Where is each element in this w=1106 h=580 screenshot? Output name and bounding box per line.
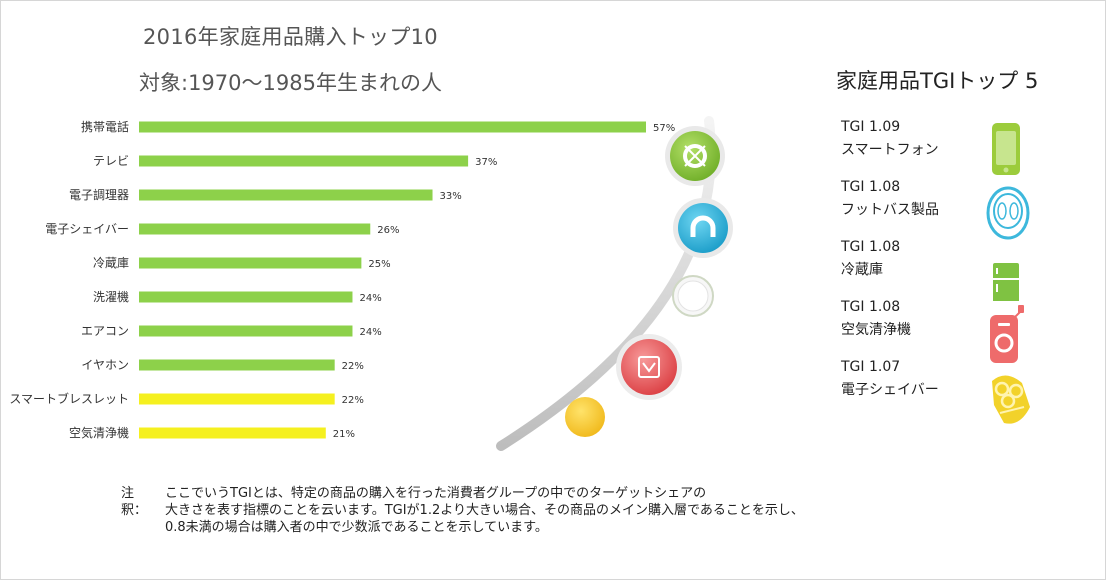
- value-label: 22%: [342, 361, 364, 372]
- bar: [139, 189, 433, 201]
- value-label: 21%: [333, 429, 355, 440]
- bar: [139, 257, 362, 269]
- category-label: エアコン: [81, 324, 129, 338]
- smartphone-icon: [992, 123, 1020, 175]
- value-label: 24%: [359, 293, 381, 304]
- value-label: 57%: [653, 123, 675, 134]
- tgi-value: TGI 1.08: [841, 179, 901, 195]
- category-label: イヤホン: [81, 358, 129, 372]
- category-label: 洗濯機: [93, 289, 129, 304]
- footbath-icon: [986, 186, 1030, 240]
- magnet-icon: [673, 198, 733, 258]
- value-label: 37%: [475, 157, 497, 168]
- bar: [139, 427, 326, 439]
- tgi-item-smartphone: TGI 1.09 スマートフォン: [841, 119, 1091, 175]
- tgi-item-footbath: TGI 1.08 フットバス製品: [841, 179, 1091, 240]
- value-label: 26%: [377, 225, 399, 236]
- chart-title: 2016年家庭用品購入トップ10: [143, 25, 438, 49]
- tgi-item-refrigerator: TGI 1.08 冷蔵庫: [841, 239, 1091, 301]
- bar: [139, 223, 371, 235]
- bar: [139, 325, 353, 337]
- bar: [139, 121, 646, 133]
- value-label: 22%: [342, 395, 364, 406]
- category-label: 携帯電話: [81, 119, 129, 134]
- tgi-value: TGI 1.09: [841, 119, 901, 135]
- tgi-item-shaver: TGI 1.07 電子シェイバー: [841, 359, 1091, 424]
- bar: [139, 291, 353, 303]
- bar: [139, 155, 469, 167]
- category-label: 電子調理器: [69, 188, 129, 202]
- footnote-prefix: 注釈：: [121, 486, 148, 518]
- category-label: スマートブレスレット: [9, 391, 129, 406]
- bar: [139, 393, 335, 405]
- value-label: 25%: [368, 259, 390, 270]
- tgi-name: スマートフォン: [841, 142, 939, 158]
- category-label: テレビ: [93, 154, 129, 168]
- refrigerator-icon: [993, 263, 1019, 301]
- tgi-value: TGI 1.08: [841, 239, 901, 255]
- decorative-arc: [496, 116, 733, 451]
- tgi-name: 冷蔵庫: [841, 262, 883, 278]
- category-label: 空気清浄機: [69, 425, 129, 440]
- shaver-icon: [992, 375, 1030, 424]
- footnote-line-1: ここでいうTGIとは、特定の商品の購入を行った消費者グループの中でのターゲットシ…: [165, 486, 707, 501]
- footnote-line-3: 0.8未満の場合は購入者の中で少数派であることを示しています。: [165, 520, 548, 535]
- tgi-item-air-purifier: TGI 1.08 空気清浄機: [841, 299, 1091, 363]
- shopping-bag-icon: [616, 334, 682, 400]
- tgi-value: TGI 1.07: [841, 359, 901, 375]
- category-label: 電子シェイバー: [45, 222, 129, 236]
- lifebuoy-icon: [665, 126, 725, 186]
- air-purifier-icon: [990, 305, 1024, 363]
- tgi-name: 空気清浄機: [841, 322, 911, 338]
- bar: [139, 359, 335, 371]
- tgi-name: フットバス製品: [841, 202, 939, 218]
- tgi-title: 家庭用品TGIトップ 5: [836, 69, 1039, 93]
- tgi-name: 電子シェイバー: [841, 382, 939, 398]
- footnote-line-2: 大きさを表す指標のことを云います。TGIが1.2より大きい場合、その商品のメイン…: [165, 503, 804, 518]
- bar-chart: 携帯電話 57% テレビ 37% 電子調理器 33% 電子シェイバー 26% 冷蔵庫 25% 洗濯機…: [9, 119, 675, 440]
- value-label: 33%: [440, 191, 462, 202]
- circle-icon: [565, 397, 605, 437]
- value-label: 24%: [359, 327, 381, 338]
- ring-icon: [672, 275, 714, 317]
- chart-subtitle: 対象:1970～1985年生まれの人: [139, 71, 442, 95]
- tgi-value: TGI 1.08: [841, 299, 901, 315]
- category-label: 冷蔵庫: [93, 256, 129, 270]
